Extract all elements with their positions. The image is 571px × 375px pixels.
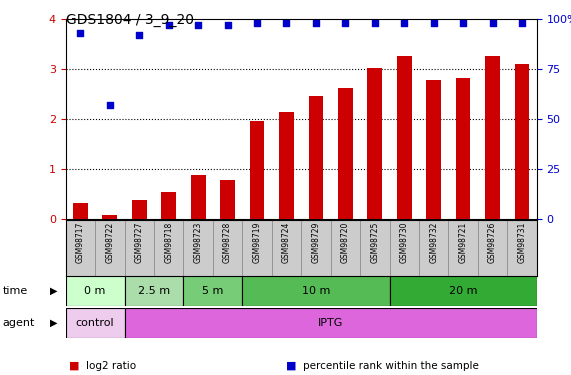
Text: GSM98729: GSM98729 [311, 222, 320, 263]
Bar [397, 56, 412, 219]
Text: GSM98727: GSM98727 [135, 222, 144, 263]
Bar [360, 220, 389, 276]
Text: GSM98723: GSM98723 [194, 222, 203, 263]
Point [135, 32, 144, 38]
Bar [132, 200, 147, 219]
Bar [162, 192, 176, 219]
Text: GSM98731: GSM98731 [517, 222, 526, 263]
Bar [102, 215, 117, 219]
Bar [242, 276, 389, 306]
Bar [485, 56, 500, 219]
Text: GSM98730: GSM98730 [400, 222, 409, 263]
Bar [514, 64, 529, 219]
Text: 5 m: 5 m [202, 286, 224, 296]
Point [194, 22, 203, 28]
Text: GSM98732: GSM98732 [429, 222, 438, 263]
Point [429, 20, 439, 26]
Bar [338, 88, 353, 219]
Bar [124, 276, 183, 306]
Point [282, 20, 291, 26]
Bar [183, 276, 242, 306]
Text: 20 m: 20 m [449, 286, 477, 296]
Point [341, 20, 350, 26]
Bar [331, 220, 360, 276]
Text: GSM98719: GSM98719 [252, 222, 262, 263]
Point [459, 20, 468, 26]
Text: ■: ■ [69, 361, 79, 370]
Bar [279, 111, 294, 219]
Bar [427, 81, 441, 219]
Text: GSM98720: GSM98720 [341, 222, 350, 263]
Bar [308, 96, 323, 219]
Point [400, 20, 409, 26]
Text: GSM98722: GSM98722 [105, 222, 114, 263]
Text: GDS1804 / 3_9_20: GDS1804 / 3_9_20 [66, 13, 194, 27]
Bar [389, 276, 537, 306]
Text: 10 m: 10 m [301, 286, 330, 296]
Point [311, 20, 320, 26]
Bar [389, 220, 419, 276]
Bar [448, 220, 478, 276]
Bar [124, 220, 154, 276]
Text: ▶: ▶ [50, 318, 57, 328]
Text: ■: ■ [286, 361, 296, 370]
Bar [213, 220, 242, 276]
Text: GSM98725: GSM98725 [371, 222, 379, 263]
Bar [368, 68, 382, 219]
Bar [272, 220, 301, 276]
Bar [301, 220, 331, 276]
Point [164, 22, 173, 28]
Bar [66, 276, 124, 306]
Text: GSM98724: GSM98724 [282, 222, 291, 263]
Point [488, 20, 497, 26]
Text: IPTG: IPTG [318, 318, 343, 328]
Text: agent: agent [3, 318, 35, 328]
Text: control: control [76, 318, 114, 328]
Bar [191, 175, 206, 219]
Bar [220, 180, 235, 219]
Text: GSM98718: GSM98718 [164, 222, 173, 263]
Point [105, 102, 114, 108]
Text: ▶: ▶ [50, 286, 57, 296]
Text: log2 ratio: log2 ratio [86, 361, 136, 370]
Point [517, 20, 526, 26]
Bar [242, 220, 272, 276]
Bar [419, 220, 448, 276]
Text: time: time [3, 286, 28, 296]
Text: 2.5 m: 2.5 m [138, 286, 170, 296]
Text: GSM98726: GSM98726 [488, 222, 497, 263]
Text: GSM98728: GSM98728 [223, 222, 232, 263]
Text: 0 m: 0 m [85, 286, 106, 296]
Bar [95, 220, 124, 276]
Bar [66, 308, 124, 338]
Point [223, 22, 232, 28]
Point [252, 20, 262, 26]
Text: GSM98717: GSM98717 [76, 222, 85, 263]
Bar [73, 203, 88, 219]
Text: GSM98721: GSM98721 [459, 222, 468, 263]
Bar [507, 220, 537, 276]
Text: percentile rank within the sample: percentile rank within the sample [303, 361, 478, 370]
Bar [66, 220, 95, 276]
Bar [124, 308, 537, 338]
Bar [154, 220, 183, 276]
Bar [183, 220, 213, 276]
Point [76, 30, 85, 36]
Point [370, 20, 379, 26]
Bar [478, 220, 507, 276]
Bar [456, 78, 471, 219]
Bar [250, 121, 264, 219]
